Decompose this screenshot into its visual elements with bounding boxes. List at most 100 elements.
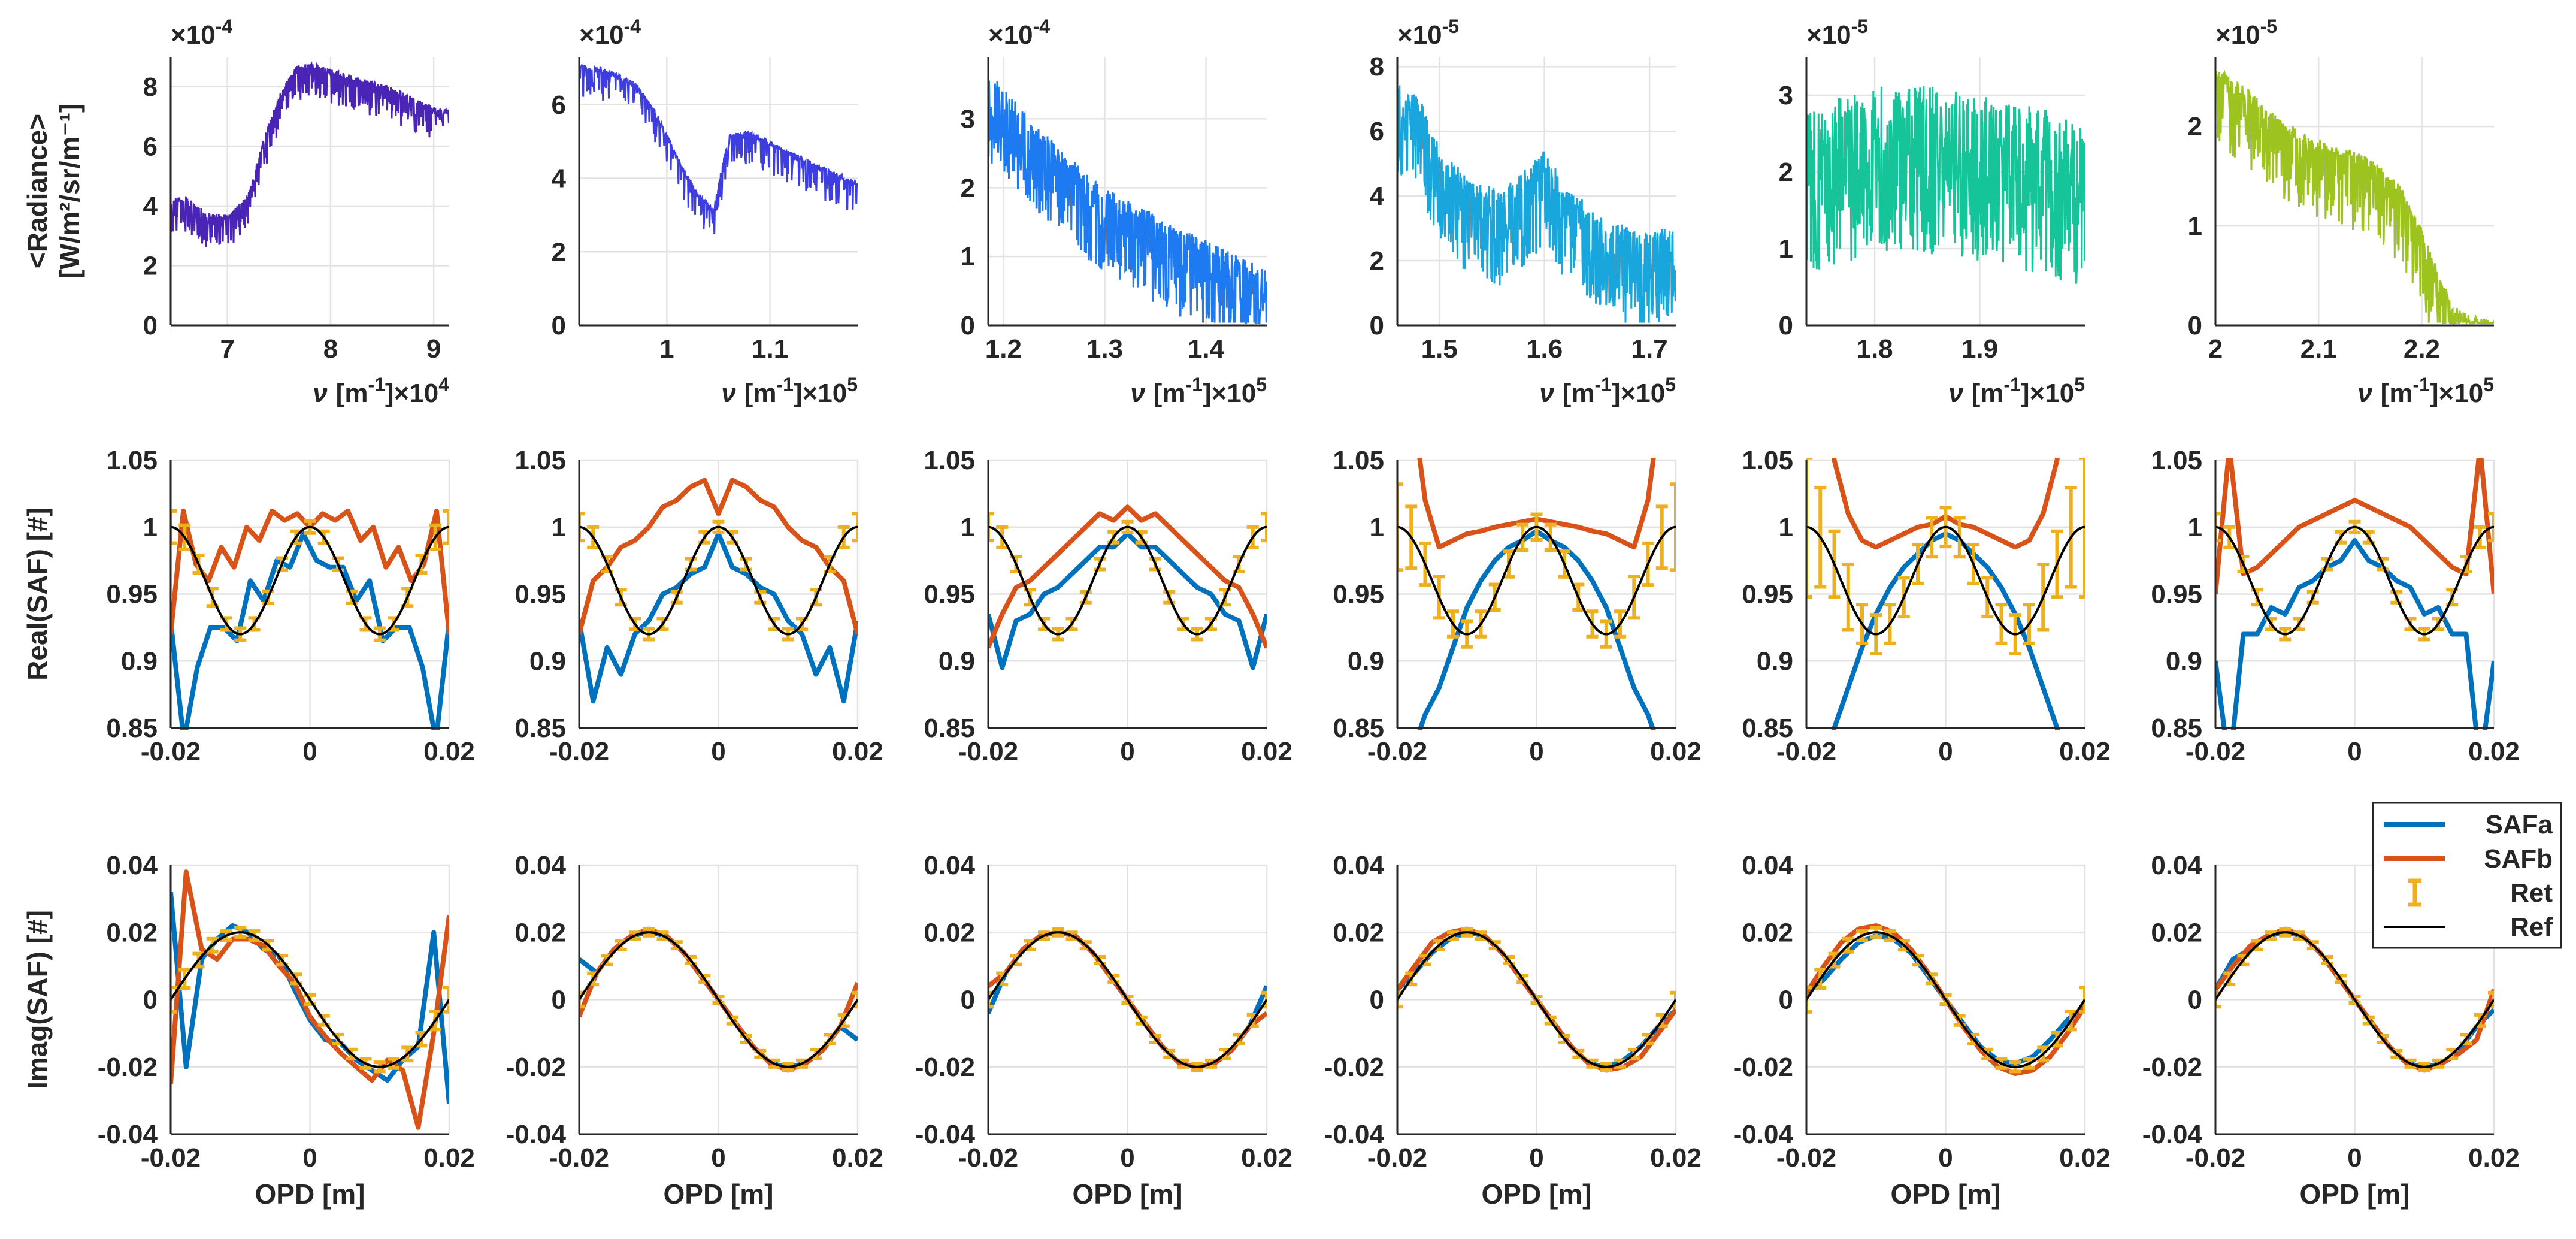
x-label-power: -1 xyxy=(1594,374,1611,395)
y-tick-label: 6 xyxy=(143,132,158,161)
x-tick-label: 1.6 xyxy=(1526,334,1563,364)
x-label-close: ]×10 xyxy=(2430,379,2483,408)
x-axis-label: OPD [m] xyxy=(1482,1178,1592,1210)
x-tick-label: 0 xyxy=(2347,1143,2362,1172)
exponent-power: -5 xyxy=(1851,16,1868,37)
real-saf-subplot-5: -0.02 0 0.02 0.85 0.9 0.95 1 1.05 xyxy=(1742,446,2110,766)
y-tick-label: 1.05 xyxy=(514,446,566,475)
x-tick-label: 2.2 xyxy=(2404,334,2440,364)
ret-errorbar xyxy=(2488,512,2494,543)
y-tick-label: 4 xyxy=(1370,182,1385,211)
ret-errorbar xyxy=(2079,458,2085,599)
radiance-spectrum-line xyxy=(1397,85,1676,323)
y-tick-label: 1 xyxy=(961,513,975,542)
x-tick-label: 0.02 xyxy=(832,1143,883,1172)
legend-label: Ref xyxy=(2510,912,2553,942)
ref-curve xyxy=(1397,931,1676,1068)
x-axis-label: OPD [m] xyxy=(1073,1178,1183,1210)
ref-curve xyxy=(579,525,858,636)
x-tick-label: 0.02 xyxy=(1241,1143,1292,1172)
y-tick-label: 0 xyxy=(1370,986,1384,1015)
radiance-subplot-5: 1.8 1.9 0 1 2 3 ×10-5 ν [m-1]×105 xyxy=(1779,16,2085,408)
exponent-power: -4 xyxy=(1033,16,1051,37)
ret-errorbar xyxy=(171,986,177,1014)
y-tick-label: 0.9 xyxy=(2166,646,2202,676)
y-tick-label: 0.85 xyxy=(514,714,566,743)
y-tick-label: 0.85 xyxy=(106,714,158,743)
y-tick-label: -0.04 xyxy=(915,1120,976,1149)
ret-errorbar xyxy=(443,986,449,1014)
x-tick-label: 1 xyxy=(659,334,674,364)
x-tick-label: -0.02 xyxy=(1776,1143,1836,1172)
x-tick-label: 0.02 xyxy=(832,737,883,766)
x-axis-label: OPD [m] xyxy=(1891,1178,2001,1210)
safa-line xyxy=(2215,538,2494,730)
x-tick-label: 1.8 xyxy=(1856,334,1893,364)
radiance-y-axis-label: <Radiance> xyxy=(22,114,53,268)
y-tick-label: 1 xyxy=(2188,513,2202,542)
y-tick-label: 0 xyxy=(552,986,566,1015)
ret-errorbar xyxy=(2079,986,2085,1014)
y-tick-label: -0.02 xyxy=(506,1053,566,1082)
legend-entry-safa: SAFa xyxy=(2384,810,2553,839)
exponent-power: -5 xyxy=(2260,16,2277,37)
x-label-power: -1 xyxy=(368,374,385,395)
y-tick-label: -0.02 xyxy=(915,1053,975,1082)
radiance-spectrum-line xyxy=(2215,69,2494,327)
y-tick-label: 0.85 xyxy=(2151,714,2202,743)
x-label-close: ]×10 xyxy=(1203,379,1256,408)
axis-exponent-label: ×10-5 xyxy=(2215,16,2277,50)
y-tick-label: 0.95 xyxy=(2151,580,2202,609)
x-tick-label: 0 xyxy=(1529,1143,1543,1172)
axis-exponent-label: ×10-5 xyxy=(1397,16,1459,50)
y-tick-label: 0.02 xyxy=(1333,918,1384,947)
x-tick-label: 7 xyxy=(220,334,234,364)
y-tick-label: 1.05 xyxy=(924,446,975,475)
legend-label: SAFa xyxy=(2486,810,2553,839)
y-tick-label: -0.04 xyxy=(98,1120,158,1149)
x-tick-label: -0.02 xyxy=(2185,737,2245,766)
x-tick-label: 1.4 xyxy=(1188,334,1225,364)
ret-errorbar xyxy=(1806,458,1812,599)
x-label-exponent: 5 xyxy=(1665,374,1676,395)
x-label-power: -1 xyxy=(2412,374,2429,395)
y-tick-label: 0.04 xyxy=(1333,851,1384,880)
y-tick-label: 0.04 xyxy=(106,851,158,880)
y-tick-label: 0.04 xyxy=(2151,851,2202,880)
x-label-nu: ν xyxy=(721,379,736,408)
ret-errorbar xyxy=(2215,512,2221,543)
axis-exponent-label: ×10-4 xyxy=(988,16,1050,50)
y-tick-label: 0.9 xyxy=(121,646,158,676)
radiance-spectrum-line xyxy=(579,63,858,235)
y-tick-label: 0.02 xyxy=(514,918,566,947)
x-label-unit: [m xyxy=(2381,379,2413,408)
ref-curve xyxy=(171,525,449,636)
legend-label: SAFb xyxy=(2484,844,2553,874)
ref-curve xyxy=(1806,525,2085,636)
x-tick-label: -0.02 xyxy=(1367,1143,1427,1172)
x-tick-label: 1.3 xyxy=(1086,334,1123,364)
real-saf-subplot-6: -0.02 0 0.02 0.85 0.9 0.95 1 1.05 xyxy=(2151,446,2519,766)
ref-curve xyxy=(1806,931,2085,1068)
y-tick-label: 0.04 xyxy=(1742,851,1793,880)
real-saf-subplot-1: -0.02 0 0.02 0.85 0.9 0.95 1 1.05 xyxy=(106,446,474,766)
y-tick-label: 8 xyxy=(1370,52,1384,81)
x-tick-label: 0 xyxy=(711,737,725,766)
y-tick-label: 0.9 xyxy=(1348,646,1384,676)
x-tick-label: -0.02 xyxy=(958,737,1018,766)
x-tick-label: 0.02 xyxy=(2059,1143,2111,1172)
x-tick-label: 0 xyxy=(1120,1143,1134,1172)
safa-line xyxy=(171,531,449,730)
y-tick-label: 3 xyxy=(961,104,975,134)
exponent-base: ×10 xyxy=(2215,20,2260,50)
ret-errorbar xyxy=(579,512,585,543)
x-tick-label: 0 xyxy=(1938,1143,1953,1172)
y-tick-label: 0.95 xyxy=(1333,580,1384,609)
x-tick-label: 0.02 xyxy=(423,737,475,766)
axis-exponent-label: ×10-4 xyxy=(171,16,232,50)
x-axis-label: OPD [m] xyxy=(2300,1178,2410,1210)
exponent-base: ×10 xyxy=(1397,20,1442,50)
